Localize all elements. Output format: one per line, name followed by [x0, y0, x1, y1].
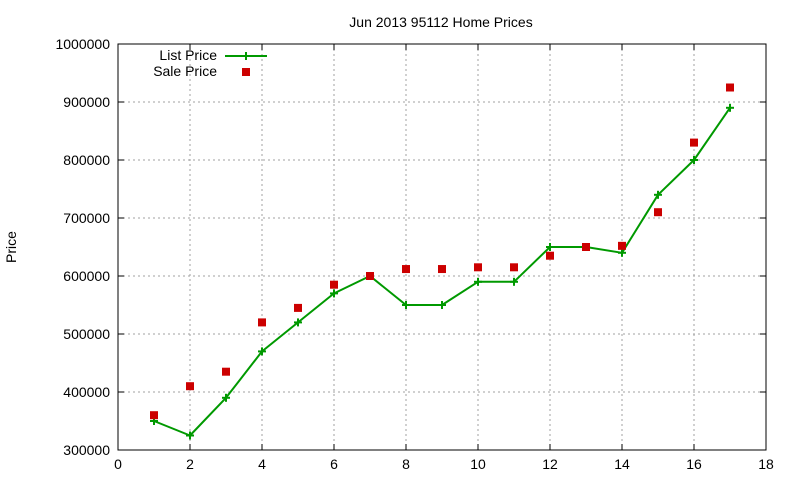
x-tick-label: 16 [686, 456, 702, 472]
x-tick-label: 4 [258, 456, 266, 472]
x-tick-label: 8 [402, 456, 410, 472]
x-axis-tick-labels: 0 2 4 6 8 10 12 14 16 18 [114, 456, 774, 472]
sale-price-point [726, 83, 734, 92]
y-tick-label: 1000000 [55, 36, 110, 52]
list-price-point [546, 243, 554, 251]
list-price-point [186, 431, 194, 440]
x-tick-label: 12 [542, 456, 558, 472]
sale-price-point [654, 208, 662, 217]
sale-price-point [546, 251, 554, 260]
y-axis-tick-labels: 300000 400000 500000 600000 700000 800000 9000… [55, 36, 110, 458]
y-tick-label: 500000 [63, 326, 110, 342]
list-price-point [726, 103, 734, 112]
y-axis-label: Price [3, 231, 19, 263]
list-price-point [618, 248, 626, 257]
list-price-point [258, 347, 266, 356]
sale-price-point [474, 263, 482, 272]
x-tick-label: 0 [114, 456, 122, 472]
grid-lines [118, 44, 766, 450]
list-price-point [330, 289, 338, 298]
legend: List Price Sale Price [153, 47, 267, 79]
y-tick-label: 400000 [63, 384, 110, 400]
series-layer [150, 83, 734, 440]
sale-price-point [618, 241, 626, 250]
x-tick-label: 14 [614, 456, 630, 472]
y-tick-label: 900000 [63, 94, 110, 110]
sale-price-point [330, 280, 338, 289]
legend-label-list-price: List Price [159, 47, 217, 63]
list-price-point [510, 277, 518, 286]
sale-price-point [150, 411, 158, 420]
sale-price-point [510, 263, 518, 272]
axis-ticks [117, 43, 767, 451]
sale-price-point [690, 138, 698, 147]
x-tick-label: 6 [330, 456, 338, 472]
list-price-point [654, 190, 662, 199]
y-tick-label: 300000 [63, 442, 110, 458]
list-price-point [402, 301, 410, 309]
legend-label-sale-price: Sale Price [153, 63, 217, 79]
x-tick-label: 18 [758, 456, 774, 472]
y-tick-label: 800000 [63, 152, 110, 168]
x-tick-label: 10 [470, 456, 486, 472]
chart-title: Jun 2013 95112 Home Prices [349, 14, 532, 30]
sale-price-point [366, 272, 374, 280]
list-price-point [474, 277, 482, 286]
legend-marker-list-price [242, 52, 250, 60]
list-price-point [294, 318, 302, 327]
legend-marker-sale-price [242, 68, 250, 76]
sale-price-point [258, 318, 266, 327]
sale-price-point [402, 265, 410, 274]
sale-price-point [582, 243, 590, 251]
list-price-point [690, 156, 698, 164]
plot-area-frame [117, 43, 767, 451]
y-tick-label: 600000 [63, 268, 110, 284]
y-tick-label: 700000 [63, 210, 110, 226]
sale-price-point [186, 382, 194, 391]
x-tick-label: 2 [186, 456, 194, 472]
list-price-point [222, 393, 230, 402]
sale-price-point [294, 303, 302, 312]
list-price-point [438, 301, 446, 309]
sale-price-point [438, 265, 446, 274]
sale-price-point [222, 367, 230, 376]
